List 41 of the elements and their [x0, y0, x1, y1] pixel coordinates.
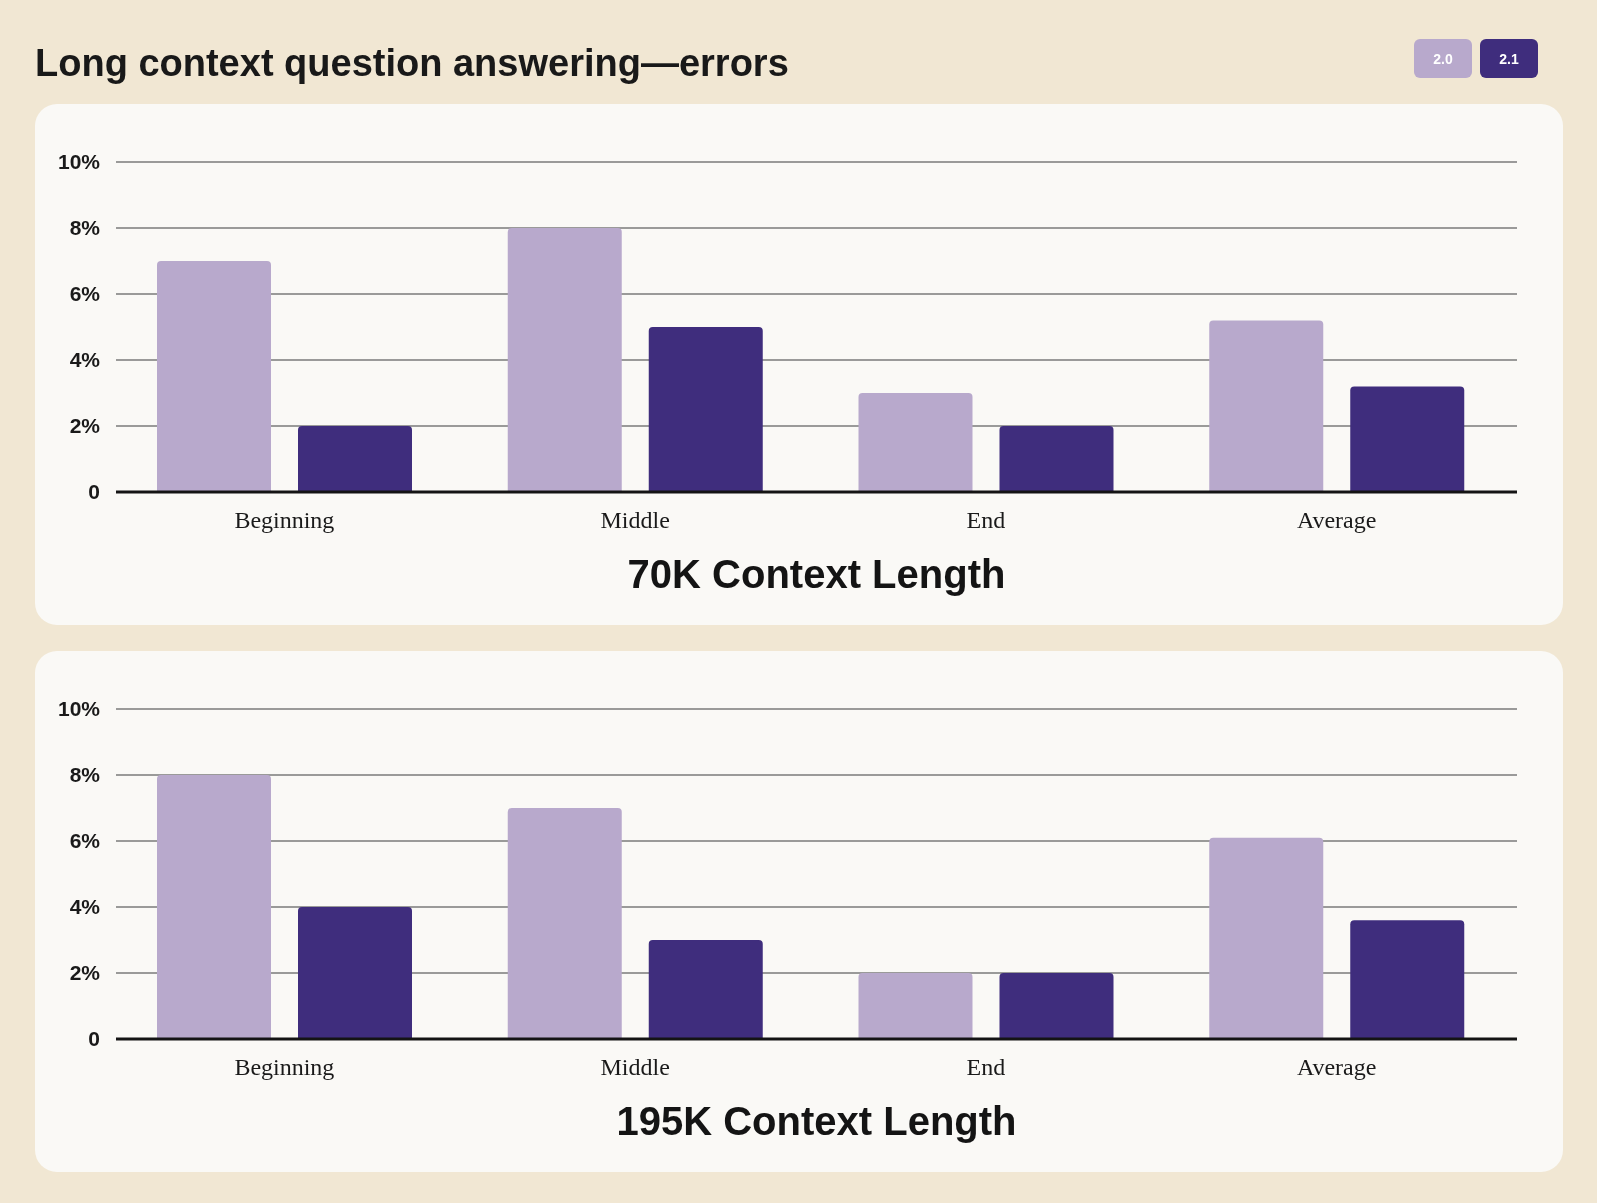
x-tick-label: Beginning — [234, 507, 335, 534]
bar — [298, 907, 412, 1039]
bar — [1209, 837, 1324, 1039]
bar — [648, 327, 763, 492]
y-tick-label: 8% — [69, 763, 101, 787]
bar — [999, 973, 1114, 1039]
bar — [648, 940, 763, 1039]
x-axis-title: 70K Context Length — [627, 552, 1006, 596]
bar — [1350, 920, 1465, 1039]
x-tick-label: Average — [1296, 507, 1377, 534]
bar — [1209, 320, 1324, 492]
y-tick-label: 6% — [69, 829, 101, 853]
bar — [999, 426, 1114, 492]
y-tick-label: 4% — [69, 348, 101, 372]
x-axis-title: 195K Context Length — [616, 1099, 1017, 1143]
bar — [858, 973, 973, 1039]
y-tick-label: 4% — [69, 895, 101, 919]
text: 2.0 — [1414, 39, 1472, 78]
y-tick-label: 10% — [57, 697, 101, 721]
y-tick-label: 6% — [69, 282, 101, 306]
chart-title: Long context question answering—errors — [35, 41, 789, 86]
x-tick-label: Middle — [600, 507, 670, 534]
bar — [858, 393, 973, 492]
x-tick-label: Middle — [600, 1054, 670, 1081]
x-tick-label: End — [966, 507, 1006, 534]
y-tick-label: 8% — [69, 216, 101, 240]
y-tick-label: 2% — [69, 961, 101, 985]
bar — [507, 808, 622, 1039]
bar — [507, 228, 622, 492]
x-tick-label: End — [966, 1054, 1006, 1081]
y-tick-label: 0 — [88, 1027, 100, 1051]
y-tick-label: 2% — [69, 414, 101, 438]
bar — [157, 261, 271, 492]
bar — [298, 426, 412, 492]
bar — [157, 775, 271, 1039]
x-tick-label: Average — [1296, 1054, 1377, 1081]
text: 2.1 — [1480, 39, 1538, 78]
y-tick-label: 10% — [57, 150, 101, 174]
bar — [1350, 386, 1465, 492]
x-tick-label: Beginning — [234, 1054, 335, 1081]
y-tick-label: 0 — [88, 480, 100, 504]
